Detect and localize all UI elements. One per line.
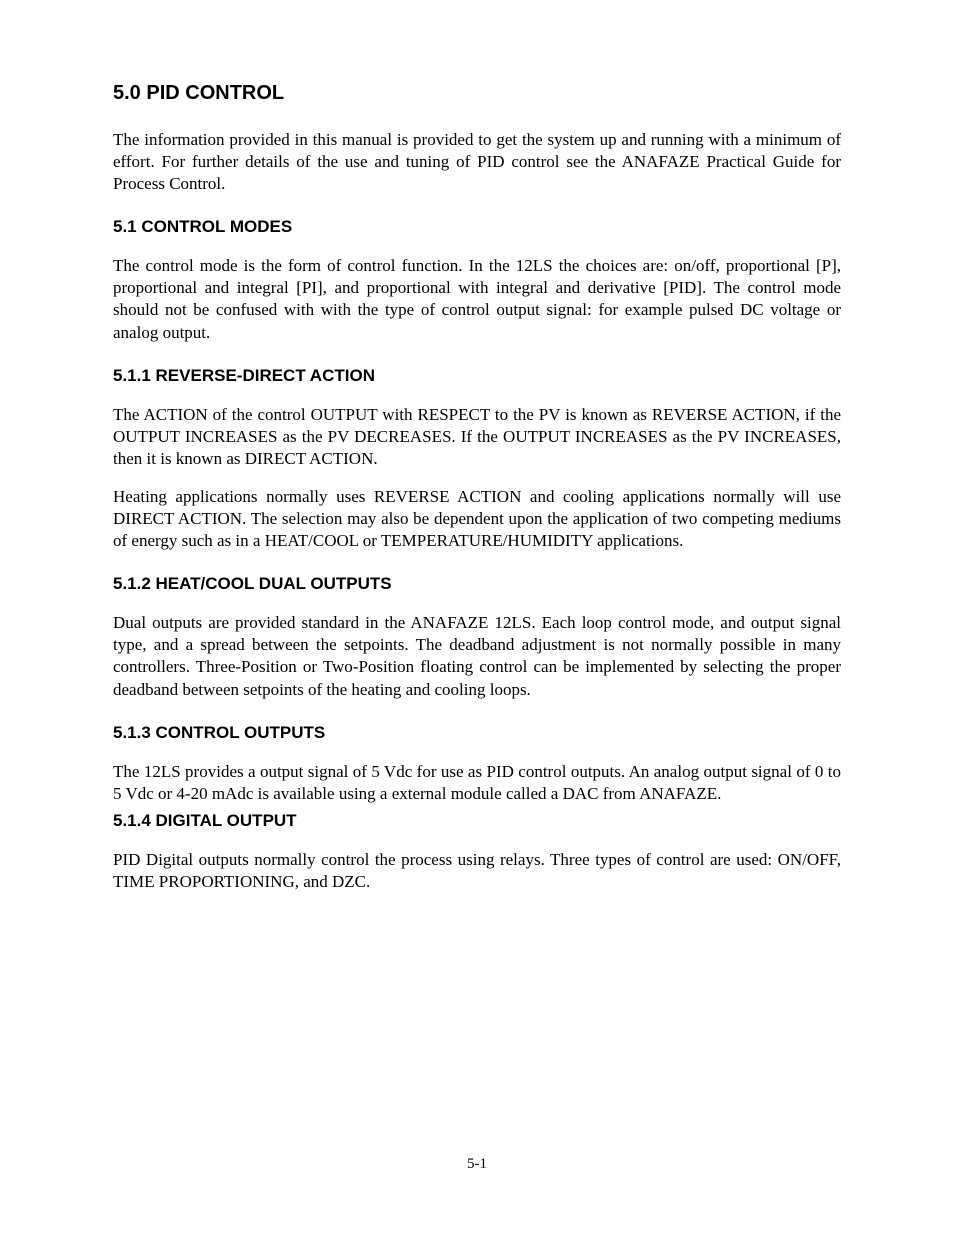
section-5-1-1-para-2: Heating applications normally uses REVER… bbox=[113, 486, 841, 552]
section-5-1-4-para-1: PID Digital outputs normally control the… bbox=[113, 849, 841, 893]
section-5-1-2-heading: 5.1.2 HEAT/COOL DUAL OUTPUTS bbox=[113, 574, 841, 594]
section-5-1-2-para-1: Dual outputs are provided standard in th… bbox=[113, 612, 841, 700]
section-5-1-1-para-1: The ACTION of the control OUTPUT with RE… bbox=[113, 404, 841, 470]
section-5-1-4-heading: 5.1.4 DIGITAL OUTPUT bbox=[113, 811, 841, 831]
section-5-1-para-1: The control mode is the form of control … bbox=[113, 255, 841, 343]
section-5-0-para-1: The information provided in this manual … bbox=[113, 129, 841, 195]
section-5-1-1-heading: 5.1.1 REVERSE-DIRECT ACTION bbox=[113, 366, 841, 386]
section-5-1-heading: 5.1 CONTROL MODES bbox=[113, 217, 841, 237]
section-5-1-3-heading: 5.1.3 CONTROL OUTPUTS bbox=[113, 723, 841, 743]
section-5-0-heading: 5.0 PID CONTROL bbox=[113, 82, 841, 105]
section-5-1-3-para-1: The 12LS provides a output signal of 5 V… bbox=[113, 761, 841, 805]
page-number: 5-1 bbox=[0, 1156, 954, 1173]
